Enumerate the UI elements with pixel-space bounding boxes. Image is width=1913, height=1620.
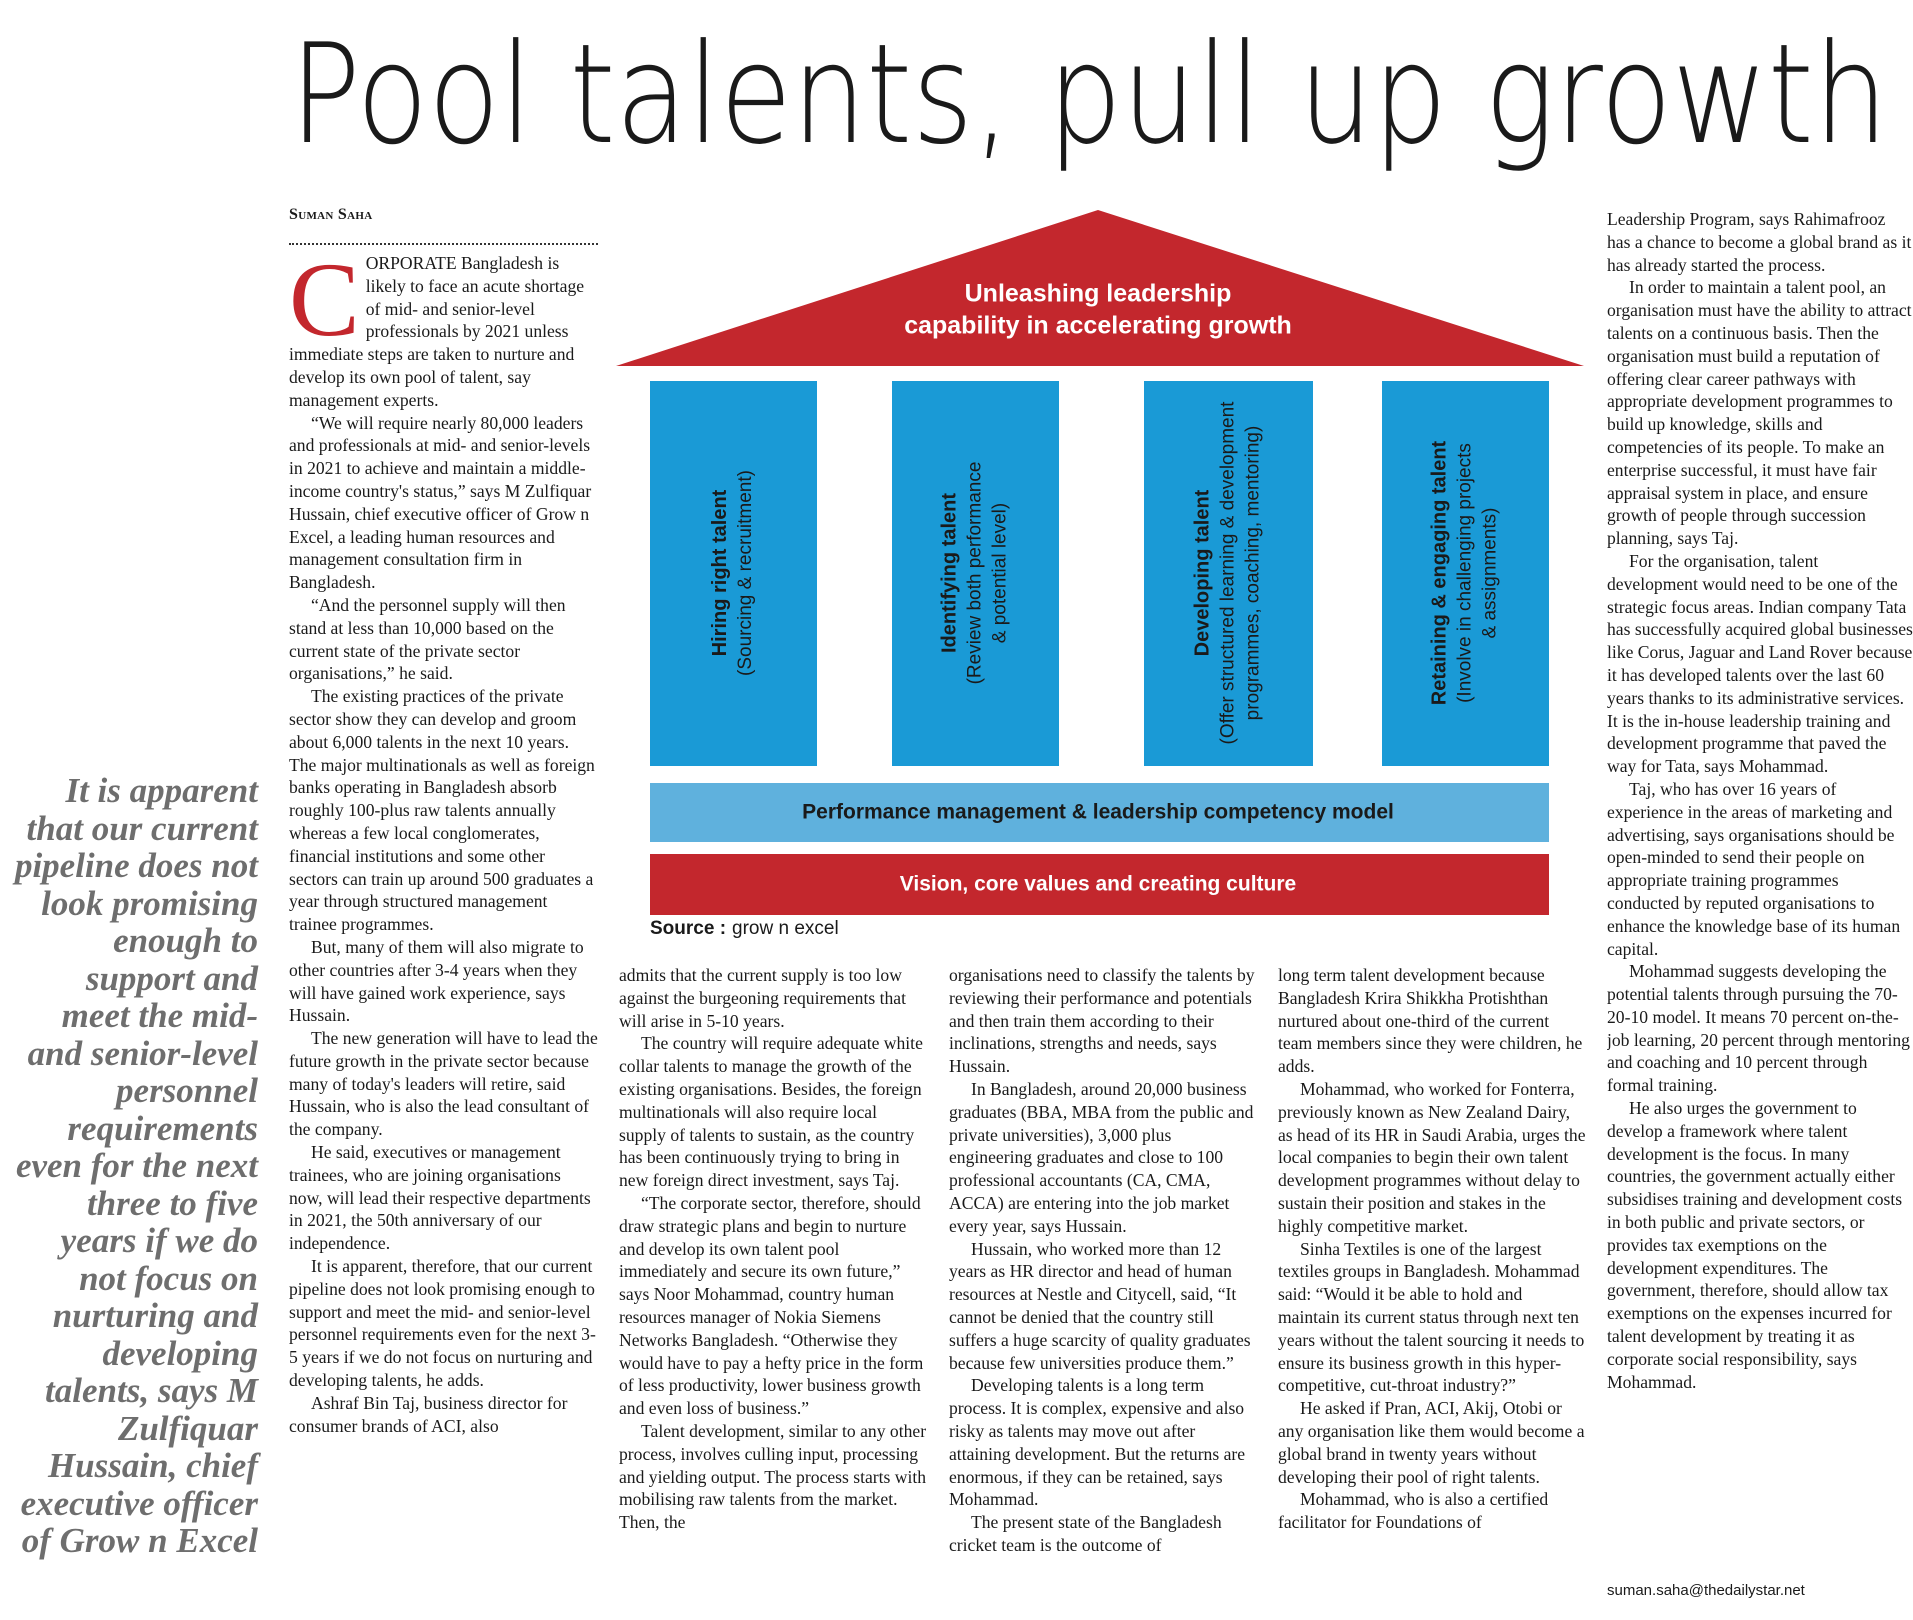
paragraph-text: ORPORATE Bangladesh is likely to face an… <box>289 253 585 410</box>
headline: Pool talents, pull up growth <box>290 14 1888 175</box>
paragraph: The present state of the Bangladesh cric… <box>949 1512 1222 1555</box>
paragraph: Leadership Program, says Rahimafrooz has… <box>1607 209 1912 275</box>
talent-diagram: Unleashing leadership capability in accel… <box>616 210 1584 939</box>
paragraph: In order to maintain a talent pool, an o… <box>1607 277 1912 549</box>
paragraph: “And the personnel supply will then stan… <box>289 594 566 684</box>
paragraph: Mohammad suggests developing the potenti… <box>1607 961 1910 1096</box>
pillar-title: Identifying talent <box>939 493 961 653</box>
band-top-text: Performance management & leadership comp… <box>802 801 1394 824</box>
pillar-text: Hiring right talent (Sourcing & recruitme… <box>709 470 756 676</box>
headline-box: Pool talents, pull up growth <box>290 14 1888 175</box>
pillar-title: Developing talent <box>1192 489 1214 656</box>
band-top <box>650 783 1549 842</box>
paragraph: He said, executives or management traine… <box>289 1142 591 1254</box>
byline: Suman Saha <box>289 206 373 223</box>
author-email: suman.saha@thedailystar.net <box>1607 1582 1805 1599</box>
paragraph: Mohammad, who worked for Fonterra, previ… <box>1278 1078 1586 1236</box>
paragraph: “We will require nearly 80,000 leaders a… <box>289 412 592 593</box>
pillar <box>1382 381 1549 766</box>
paragraph: The new generation will have to lead the… <box>289 1028 598 1140</box>
column: Leadership Program, says Rahimafrooz has… <box>1607 208 1913 1564</box>
pillar-detail: programmes, coaching, mentoring) <box>1243 426 1264 721</box>
pillar-text: Retaining & engaging talent (Involve in c… <box>1429 440 1501 705</box>
paragraph: Sinha Textiles is one of the largest tex… <box>1278 1238 1585 1396</box>
pillar <box>1144 381 1313 766</box>
paragraph: But, many of them will also migrate to o… <box>289 936 584 1026</box>
band-bottom <box>650 854 1549 915</box>
paragraph: The country will require adequate white … <box>619 1033 923 1191</box>
pillar-text: Developing talent (Offer structured learn… <box>1192 401 1264 745</box>
drop-cap: C <box>289 252 360 358</box>
paragraph: Ashraf Bin Taj, business director for co… <box>289 1392 568 1436</box>
roof <box>616 210 1584 366</box>
pillar-title: Retaining & engaging talent <box>1429 440 1451 705</box>
column: organisations need to classify the talen… <box>949 964 1258 1604</box>
paragraph: It is apparent, therefore, that our curr… <box>289 1256 596 1391</box>
paragraph: admits that the current supply is too lo… <box>619 965 906 1031</box>
source-label: Source : <box>650 918 726 939</box>
paragraph: He also urges the government to develop … <box>1607 1098 1903 1392</box>
source: Source : grow n excel <box>650 918 839 939</box>
roof-text: Unleashing leadership <box>965 280 1232 308</box>
column: long term talent development because Ban… <box>1278 964 1587 1604</box>
byline-rule <box>289 243 598 245</box>
paragraph: For the organisation, talent development… <box>1607 550 1913 777</box>
paragraph: Mohammad, who is also a certified facili… <box>1278 1489 1549 1533</box>
paragraph: “The corporate sector, therefore, should… <box>619 1192 924 1419</box>
pillar-detail: & assignments) <box>1480 508 1501 639</box>
pillar-detail: & potential level) <box>990 503 1011 643</box>
pillar-text: Identifying talent (Review both performan… <box>939 462 1011 685</box>
column: admits that the current supply is too lo… <box>619 964 928 1604</box>
paragraph: In Bangladesh, around 20,000 business gr… <box>949 1078 1254 1236</box>
pillar-title: Hiring right talent <box>709 489 731 656</box>
band-bottom-text: Vision, core values and creating culture <box>900 873 1296 896</box>
pullquote: It is apparent that our current pipeline… <box>14 771 258 1560</box>
paragraph: C ORPORATE Bangladesh is likely to face a… <box>289 252 598 412</box>
paragraph: Developing talents is a long term proces… <box>949 1375 1246 1510</box>
pillar <box>892 381 1059 766</box>
roof-text: capability in accelerating growth <box>904 312 1292 340</box>
column: C ORPORATE Bangladesh is likely to face a… <box>289 252 598 1602</box>
paragraph: long term talent development because Ban… <box>1278 965 1583 1077</box>
paragraph: Hussain, who worked more than 12 years a… <box>949 1238 1251 1373</box>
paragraph: The existing practices of the private se… <box>289 686 595 935</box>
pillar <box>650 381 817 766</box>
paragraph: organisations need to classify the talen… <box>949 965 1255 1077</box>
paragraph: Taj, who has over 16 years of experience… <box>1607 778 1901 959</box>
pillar-detail: (Involve in challenging projects <box>1455 443 1476 703</box>
paragraph: He asked if Pran, ACI, Akij, Otobi or an… <box>1278 1398 1585 1487</box>
pillar-detail: (Sourcing & recruitment) <box>735 470 756 676</box>
paragraph: Talent development, similar to any other… <box>619 1420 927 1533</box>
pillar-detail: (Review both performance <box>965 462 986 685</box>
pillar-detail: (Offer structured learning & development <box>1218 401 1239 745</box>
source-text: grow n excel <box>732 918 839 939</box>
